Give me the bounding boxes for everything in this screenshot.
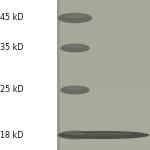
Bar bbox=[57, 135, 150, 139]
Ellipse shape bbox=[65, 45, 85, 48]
Text: 35 kD: 35 kD bbox=[0, 44, 24, 52]
Ellipse shape bbox=[60, 44, 90, 52]
Bar bbox=[57, 139, 150, 142]
Bar bbox=[57, 75, 150, 79]
Ellipse shape bbox=[58, 131, 149, 139]
Bar bbox=[57, 52, 150, 56]
Bar bbox=[57, 142, 150, 146]
Ellipse shape bbox=[60, 88, 90, 94]
Ellipse shape bbox=[58, 133, 149, 138]
Bar bbox=[57, 116, 150, 120]
Bar bbox=[57, 0, 150, 4]
Ellipse shape bbox=[64, 132, 86, 135]
Bar bbox=[57, 49, 150, 52]
Bar bbox=[57, 15, 150, 19]
Ellipse shape bbox=[58, 15, 92, 22]
Bar bbox=[57, 79, 150, 82]
Bar bbox=[57, 86, 150, 90]
Bar bbox=[57, 0, 150, 150]
Ellipse shape bbox=[58, 13, 92, 23]
Bar bbox=[57, 131, 150, 135]
Ellipse shape bbox=[58, 130, 92, 140]
Ellipse shape bbox=[58, 133, 92, 139]
Bar bbox=[57, 105, 150, 109]
Bar bbox=[57, 64, 150, 68]
Ellipse shape bbox=[60, 85, 90, 94]
Text: 45 kD: 45 kD bbox=[0, 14, 24, 22]
Bar bbox=[57, 19, 150, 22]
Bar bbox=[57, 34, 150, 38]
Bar bbox=[57, 0, 60, 150]
Bar bbox=[57, 101, 150, 105]
Bar bbox=[57, 90, 150, 94]
Bar bbox=[57, 112, 150, 116]
Bar bbox=[57, 94, 150, 98]
Bar bbox=[57, 45, 150, 49]
Bar bbox=[57, 56, 150, 60]
Bar bbox=[57, 128, 150, 131]
Bar bbox=[57, 60, 150, 64]
Ellipse shape bbox=[74, 133, 133, 136]
Text: 18 kD: 18 kD bbox=[0, 130, 23, 140]
Bar bbox=[57, 120, 150, 124]
Ellipse shape bbox=[64, 15, 86, 18]
Bar bbox=[57, 98, 150, 101]
Bar bbox=[57, 146, 150, 150]
Bar bbox=[57, 4, 150, 8]
Bar bbox=[57, 22, 150, 26]
Bar bbox=[57, 82, 150, 86]
Bar bbox=[57, 109, 150, 112]
Bar bbox=[57, 26, 150, 30]
Ellipse shape bbox=[60, 46, 90, 52]
Bar bbox=[57, 71, 150, 75]
Bar bbox=[57, 38, 150, 41]
Text: 25 kD: 25 kD bbox=[0, 85, 24, 94]
Ellipse shape bbox=[65, 87, 85, 90]
Bar bbox=[57, 30, 150, 34]
Bar bbox=[57, 68, 150, 71]
Bar bbox=[57, 11, 150, 15]
Bar bbox=[57, 8, 150, 11]
Bar bbox=[57, 124, 150, 128]
Bar bbox=[57, 41, 150, 45]
